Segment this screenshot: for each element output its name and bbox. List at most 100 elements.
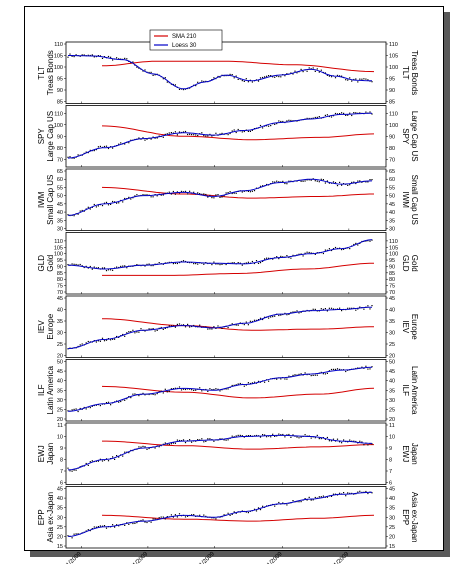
price-point xyxy=(97,340,99,342)
price-point xyxy=(312,374,314,376)
price-point xyxy=(110,339,112,341)
price-point xyxy=(314,437,316,439)
price-point xyxy=(266,183,268,186)
price-point xyxy=(272,433,274,435)
price-point xyxy=(168,390,170,392)
price-point xyxy=(332,493,335,495)
price-point xyxy=(314,374,316,376)
y-tick-label-right: 30 xyxy=(389,227,395,233)
price-point xyxy=(116,400,118,402)
y-tick-label-left: 30 xyxy=(57,515,63,521)
price-point xyxy=(207,135,209,137)
price-point xyxy=(262,260,264,262)
x-tick-label: 9/1/2009 xyxy=(263,551,284,564)
price-point xyxy=(332,368,335,370)
price-point xyxy=(182,388,185,390)
price-point xyxy=(132,329,134,331)
price-point xyxy=(203,441,205,443)
price-point xyxy=(365,181,367,183)
price-point xyxy=(87,464,89,466)
price-point xyxy=(361,181,363,183)
price-point xyxy=(219,390,221,392)
price-point xyxy=(197,263,199,265)
price-point xyxy=(207,328,209,330)
price-point xyxy=(349,439,351,441)
price-point xyxy=(67,467,69,469)
axis-label-ticker-right: GLD xyxy=(401,255,410,272)
price-point xyxy=(199,387,201,389)
price-point xyxy=(314,253,316,255)
price-point xyxy=(259,509,262,511)
price-point xyxy=(178,439,181,442)
y-tick-label-right: 9 xyxy=(389,446,392,452)
price-point xyxy=(211,389,213,391)
price-point xyxy=(136,331,138,333)
axis-label-ticker-left: IWM xyxy=(37,191,46,208)
price-point xyxy=(162,328,164,330)
price-point xyxy=(243,80,245,82)
price-point xyxy=(253,508,256,510)
price-point xyxy=(336,74,339,76)
price-point xyxy=(105,201,108,203)
y-tick-label-left: 40 xyxy=(57,379,63,385)
y-tick-label-right: 45 xyxy=(389,369,395,375)
price-point xyxy=(253,190,256,192)
price-point xyxy=(189,388,191,390)
axis-label-name-left: Treas Bonds xyxy=(46,50,55,95)
price-point xyxy=(107,204,110,206)
price-point xyxy=(110,269,112,271)
price-point xyxy=(73,263,75,265)
loess-30-line xyxy=(67,366,373,412)
y-tick-label-left: 35 xyxy=(57,506,63,512)
price-point xyxy=(162,194,164,196)
price-point xyxy=(369,368,371,370)
price-point xyxy=(160,326,162,329)
price-point xyxy=(251,320,253,323)
price-point xyxy=(184,326,187,328)
price-point xyxy=(107,147,110,150)
price-point xyxy=(122,333,124,336)
price-point xyxy=(105,339,108,341)
price-point xyxy=(150,328,152,330)
price-point xyxy=(235,75,237,77)
price-point xyxy=(227,388,229,390)
price-point xyxy=(322,308,324,310)
price-point xyxy=(255,434,258,437)
price-point xyxy=(345,114,347,116)
price-point xyxy=(282,433,284,436)
price-point xyxy=(136,66,138,68)
price-point xyxy=(174,514,176,516)
price-point xyxy=(116,57,118,59)
price-point xyxy=(178,262,181,264)
y-tick-label-left: 55 xyxy=(57,185,63,191)
price-point xyxy=(349,112,351,114)
price-point xyxy=(339,492,341,494)
price-point xyxy=(142,70,144,72)
price-point xyxy=(316,68,318,70)
x-tick-label: 7/1/2009 xyxy=(195,551,216,564)
price-point xyxy=(203,193,205,195)
y-tick-label-left: 110 xyxy=(54,111,63,117)
price-point xyxy=(282,256,284,258)
price-point xyxy=(184,130,187,133)
price-point xyxy=(217,388,219,390)
price-point xyxy=(166,443,168,445)
price-point xyxy=(142,137,144,139)
price-point xyxy=(233,436,235,438)
price-point xyxy=(320,69,322,71)
x-tick-label: 5/1/2009 xyxy=(129,551,150,564)
axis-label-ticker-left: ILF xyxy=(37,384,46,396)
price-point xyxy=(85,408,87,410)
price-point xyxy=(233,192,235,194)
price-point xyxy=(95,404,97,406)
y-tick-label-right: 20 xyxy=(389,417,395,423)
price-point xyxy=(371,305,373,307)
axis-label-ticker-left: EWJ xyxy=(37,445,46,462)
price-point xyxy=(324,249,326,251)
price-point xyxy=(332,308,335,310)
price-point xyxy=(207,390,209,392)
price-point xyxy=(130,397,132,399)
price-point xyxy=(73,533,75,535)
price-point xyxy=(357,81,359,83)
